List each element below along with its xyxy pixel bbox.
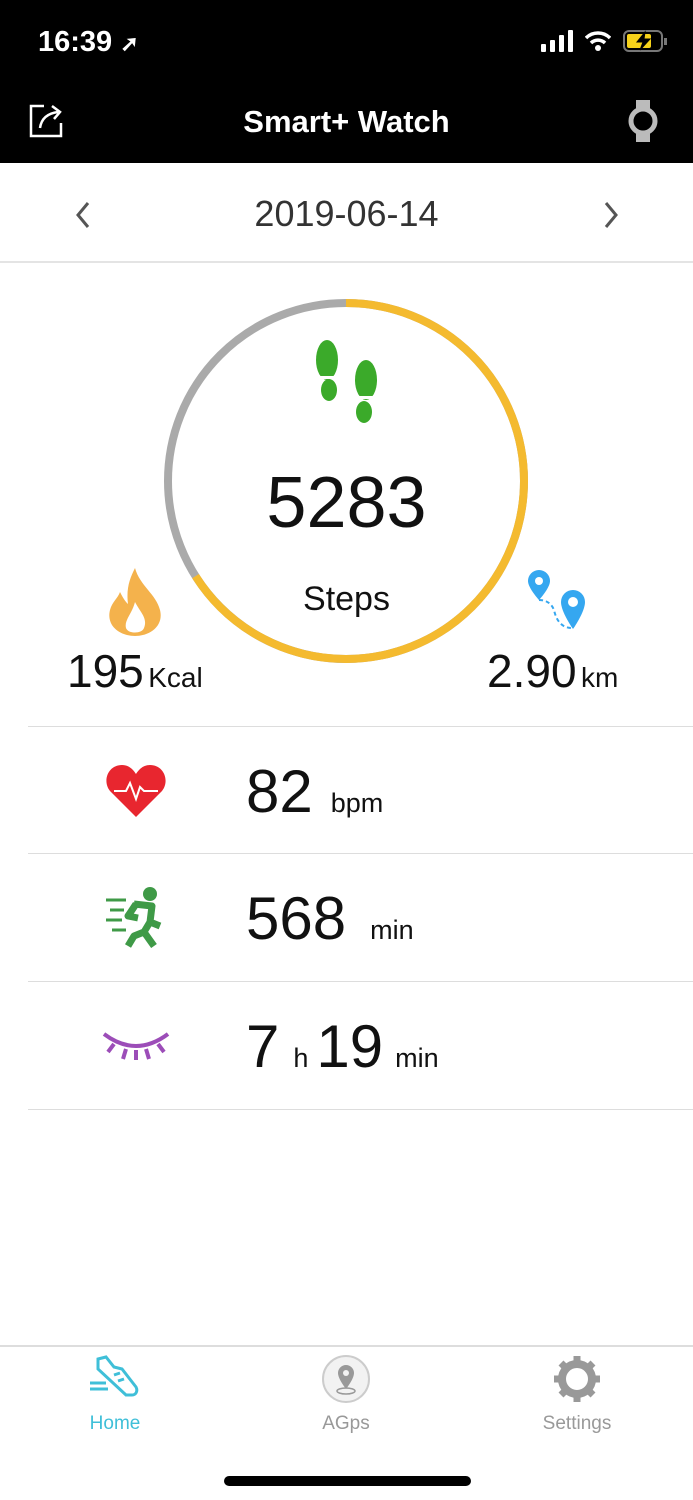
activity-value: 568: [246, 885, 347, 952]
tab-home-label: Home: [89, 1413, 141, 1434]
sleep-hours: 7: [246, 1013, 280, 1080]
status-icons: [541, 30, 667, 52]
ring-progress: [164, 299, 528, 663]
heart-rate-value: 82: [246, 758, 313, 825]
flame-icon: [109, 568, 161, 636]
wifi-icon: [585, 31, 611, 51]
tab-home[interactable]: Home: [45, 1355, 185, 1435]
sleep-minutes: 19: [316, 1013, 384, 1080]
top-bar: 16:39 ➚ Smart+ Watch: [0, 0, 693, 163]
agps-location-icon: [322, 1355, 370, 1403]
activity-unit: min: [370, 915, 414, 945]
app-title: Smart+ Watch: [243, 104, 450, 139]
steps-progress-ring: [164, 299, 528, 663]
heart-rate-row[interactable]: 82 bpm: [28, 726, 693, 854]
sleep-eye-icon: [102, 1032, 170, 1060]
signal-icon: [541, 30, 573, 52]
gear-icon: [554, 1356, 600, 1402]
calories-stat: 195 Kcal: [67, 644, 203, 698]
home-indicator[interactable]: [224, 1476, 471, 1486]
route-icon: [528, 570, 585, 629]
tab-settings[interactable]: Settings: [507, 1355, 647, 1435]
tab-settings-label: Settings: [542, 1413, 612, 1434]
steps-label: Steps: [303, 580, 390, 618]
steps-value: 5283: [266, 463, 427, 543]
running-icon: [106, 887, 162, 948]
activity-row[interactable]: 568 min: [28, 854, 693, 982]
next-day-button[interactable]: [596, 195, 626, 235]
footprints-icon: [316, 340, 378, 423]
tab-agps-label: AGps: [322, 1413, 370, 1434]
distance-unit: km: [580, 662, 619, 693]
location-arrow-icon: ➚: [120, 31, 139, 56]
watch-icon[interactable]: [628, 100, 658, 142]
distance-stat: 2.90 km: [487, 644, 618, 698]
heart-rate-icon: [106, 765, 166, 817]
calories-unit: Kcal: [148, 662, 203, 693]
status-time: 16:39 ➚: [38, 26, 139, 59]
distance-value: 2.90: [487, 645, 577, 697]
sleep-row[interactable]: 7 h 19 min: [28, 982, 693, 1110]
sleep-hours-unit: h: [293, 1043, 309, 1073]
time-text: 16:39: [38, 26, 113, 58]
calories-value: 195: [67, 645, 144, 697]
sneaker-icon: [90, 1355, 139, 1397]
current-date: 2019-06-14: [254, 193, 439, 234]
date-navigator: 2019-06-14: [0, 163, 693, 263]
share-icon[interactable]: [28, 103, 64, 139]
tab-bar: Home AGps Settings: [0, 1345, 693, 1500]
battery-charging-icon: [623, 30, 667, 52]
previous-day-button[interactable]: [68, 195, 98, 235]
tab-agps[interactable]: AGps: [276, 1355, 416, 1435]
sleep-minutes-unit: min: [395, 1043, 439, 1073]
heart-rate-unit: bpm: [330, 788, 384, 818]
